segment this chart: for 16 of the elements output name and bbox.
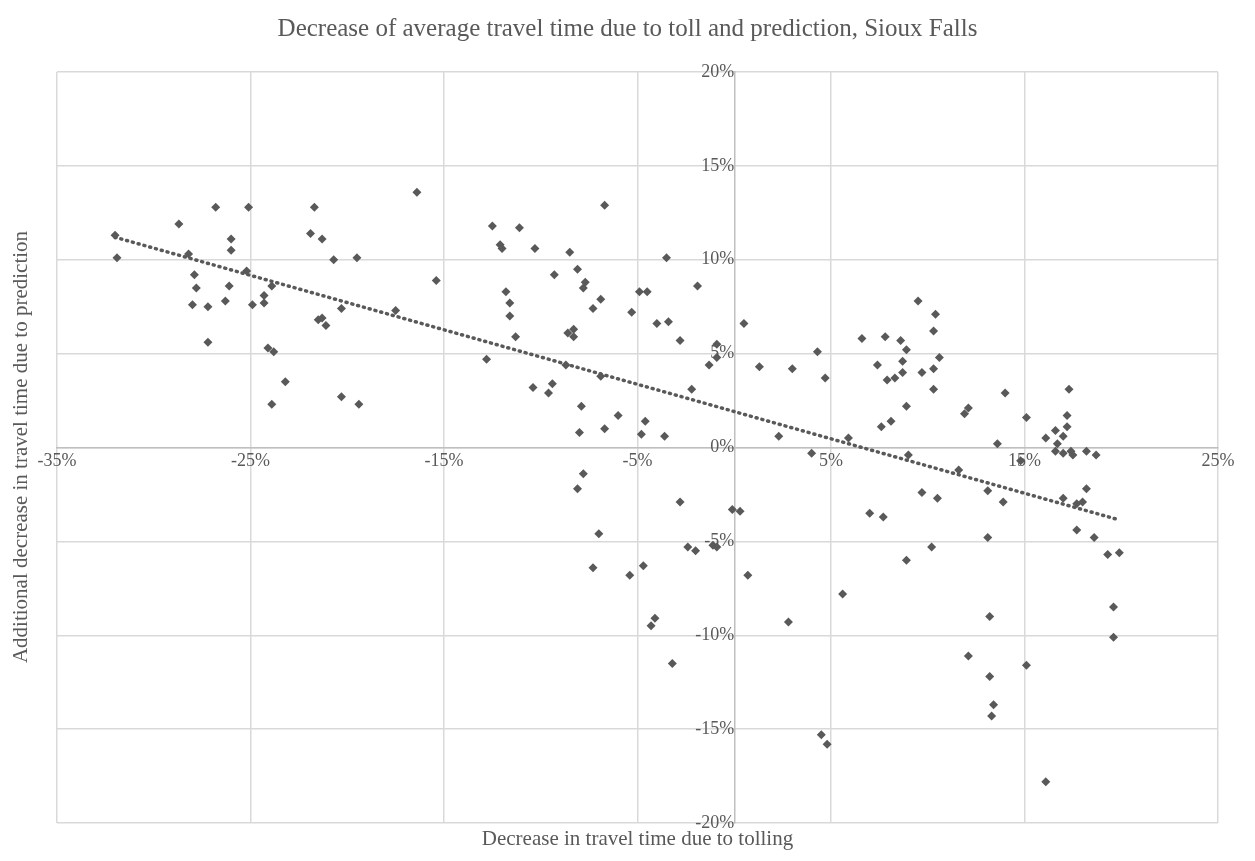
y-tick-label: 0% (710, 436, 735, 457)
y-tick-label: 10% (701, 248, 735, 269)
y-tick-label: -15% (695, 717, 735, 738)
y-tick-label: 20% (701, 60, 735, 81)
y-tick-label: -10% (695, 623, 735, 644)
y-axis-title: Additional decrease in travel time due to prediction (7, 230, 33, 664)
y-tick-label: -20% (695, 811, 735, 832)
x-tick-label: -15% (424, 450, 464, 471)
x-tick-label: -35% (37, 450, 77, 471)
x-tick-label: 15% (1008, 450, 1041, 471)
x-tick-label: -25% (231, 450, 270, 471)
x-tick-label: -5% (622, 450, 653, 471)
x-tick-label: 5% (819, 450, 843, 471)
y-tick-label: 15% (701, 154, 735, 175)
x-tick-label: 25% (1201, 450, 1235, 471)
chart-title: Decrease of average travel time due to toll and prediction, Sioux Falls (276, 14, 979, 42)
